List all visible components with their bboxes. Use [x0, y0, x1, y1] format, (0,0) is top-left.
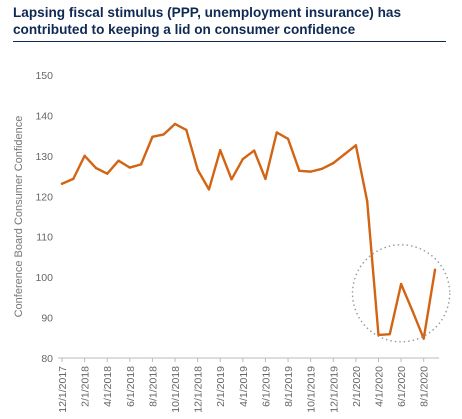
y-tick-label: 80 — [41, 353, 53, 365]
series-point — [343, 153, 346, 156]
series-point — [286, 137, 290, 141]
series-points — [60, 122, 437, 340]
y-tick-label: 120 — [35, 191, 53, 203]
series-point — [298, 169, 301, 173]
series-point — [196, 168, 199, 171]
series-point — [377, 333, 380, 337]
series-point — [241, 157, 245, 161]
series-point — [252, 149, 256, 152]
series-point — [128, 166, 132, 169]
series-point — [72, 177, 75, 181]
x-tick-label: 12/1/2017 — [57, 366, 69, 413]
x-tick-label: 2/1/2020 — [351, 366, 363, 407]
x-tick-label: 4/1/2020 — [373, 366, 385, 407]
highlight-circle — [351, 244, 451, 343]
x-axis-tick-labels: 12/1/2017 2/1/2018 4/1/2018 6/1/2018 8/1/201… — [57, 366, 431, 413]
series-point — [320, 167, 324, 170]
series-point — [388, 332, 391, 336]
series-point — [94, 166, 98, 170]
x-tick-label: 8/1/2019 — [283, 366, 295, 407]
x-tick-label: 12/1/2019 — [328, 366, 340, 413]
x-tick-label: 8/1/2018 — [147, 366, 159, 407]
series-point — [264, 177, 267, 181]
x-tick-label: 6/1/2018 — [125, 366, 137, 407]
series-point — [139, 163, 143, 166]
series-point — [219, 148, 222, 152]
x-tick-label: 8/1/2020 — [419, 366, 431, 407]
series-point — [422, 337, 425, 340]
series-point — [275, 131, 278, 134]
y-tick-label: 110 — [36, 232, 53, 244]
series-point — [151, 135, 154, 139]
x-tick-label: 6/1/2019 — [260, 366, 272, 407]
series-point — [411, 309, 414, 312]
x-tick-label: 10/1/2019 — [306, 366, 318, 413]
series-point — [207, 188, 211, 191]
x-tick-label: 2/1/2019 — [215, 366, 227, 407]
x-tick-label: 10/1/2018 — [170, 366, 182, 413]
series-point — [365, 199, 369, 203]
chart-title: Lapsing fiscal stimulus (PPP, unemployme… — [13, 5, 402, 37]
series-line — [60, 122, 437, 340]
y-tick-label: 100 — [35, 272, 53, 284]
series-point — [309, 170, 312, 173]
series-point — [106, 172, 109, 175]
series-point — [185, 128, 188, 132]
series-point — [332, 161, 335, 165]
series-point — [83, 154, 86, 158]
series-point — [117, 159, 120, 162]
y-axis-title: Conference Board Consumer Confidence — [13, 116, 25, 318]
series-point — [433, 268, 437, 272]
series-point — [173, 122, 177, 126]
y-tick-label: 140 — [35, 110, 53, 122]
x-tick-label: 6/1/2020 — [396, 366, 408, 407]
x-tick-label: 12/1/2018 — [193, 366, 205, 413]
series-point — [354, 144, 358, 147]
series-point — [230, 178, 233, 181]
y-tick-label: 90 — [41, 313, 53, 325]
x-axis-ticks — [61, 358, 425, 362]
x-tick-label: 4/1/2018 — [102, 366, 114, 407]
series-point — [60, 182, 64, 185]
x-tick-label: 4/1/2019 — [238, 366, 250, 407]
series-point — [399, 282, 403, 286]
y-tick-label: 130 — [35, 151, 53, 163]
y-axis-tick-labels: 80 90 100 110 120 130 140 150 — [35, 70, 53, 365]
x-tick-label: 2/1/2018 — [80, 366, 92, 407]
title-divider — [13, 41, 446, 42]
series-point — [162, 133, 165, 136]
y-tick-label: 150 — [35, 70, 53, 82]
